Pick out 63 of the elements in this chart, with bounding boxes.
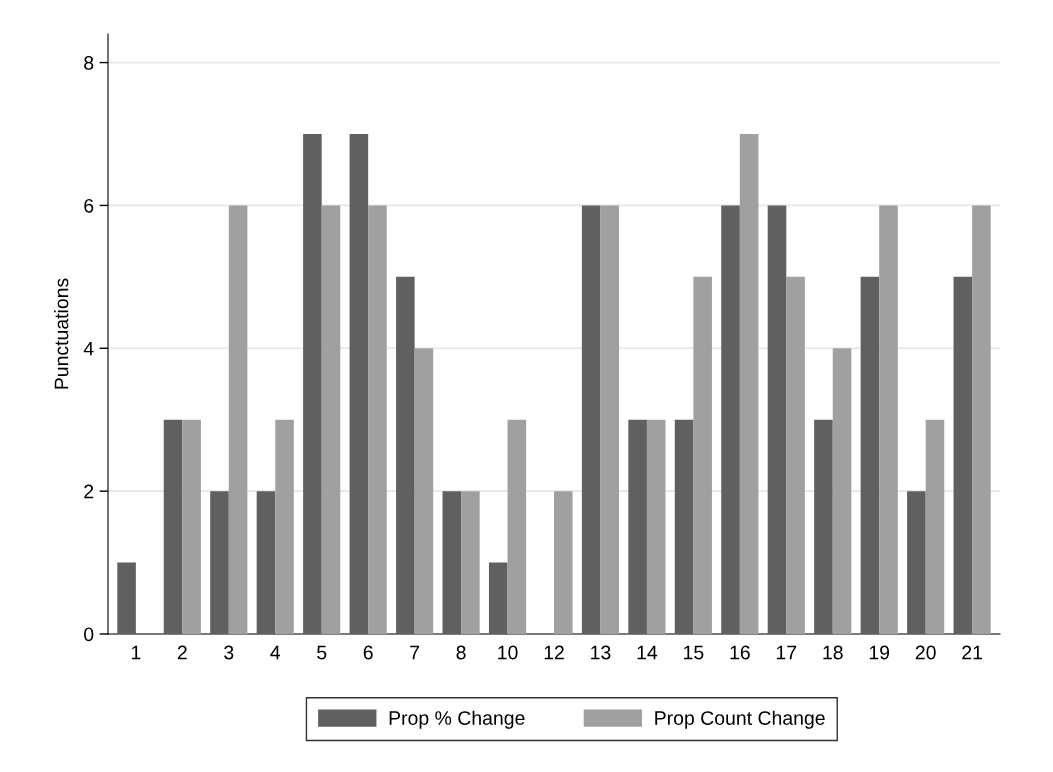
x-tick-label: 14: [637, 645, 658, 660]
bar: [972, 205, 991, 634]
bar: [739, 134, 759, 634]
bar: [256, 491, 276, 634]
bar: [488, 562, 508, 634]
bar: [953, 276, 973, 634]
bar: [814, 419, 833, 634]
bar: [925, 419, 945, 634]
x-tick-label: 1: [131, 645, 141, 660]
bar: [581, 205, 601, 634]
y-tick-label: 0: [84, 627, 94, 642]
x-tick-label: 4: [270, 645, 281, 660]
x-tick-label: 20: [915, 645, 936, 660]
x-tick-label: 18: [823, 645, 843, 660]
y-tick-label: 4: [83, 341, 94, 356]
bar: [693, 276, 712, 634]
bar: [182, 419, 201, 634]
x-tick-label: 12: [544, 645, 564, 660]
y-tick-label: 8: [84, 56, 94, 70]
bar: [321, 205, 341, 634]
bar: [646, 419, 666, 634]
bar: [117, 562, 136, 634]
y-tick-label: 6: [84, 198, 94, 213]
bar: [860, 276, 880, 634]
x-tick-label: 16: [730, 645, 750, 660]
bar: [210, 491, 229, 634]
x-tick-label: 3: [224, 645, 234, 660]
bar: [507, 419, 527, 634]
x-tick-label: 15: [684, 645, 704, 660]
x-tick-label: 7: [410, 645, 420, 660]
bar: [879, 205, 898, 634]
bar: [414, 348, 434, 634]
x-tick-label: 13: [591, 645, 611, 660]
x-tick-label: 2: [177, 645, 187, 660]
bar: [396, 276, 415, 634]
bar: [228, 205, 248, 634]
x-tick-label: 8: [456, 645, 466, 660]
x-tick-label: 10: [498, 645, 518, 660]
bar: [442, 491, 462, 634]
bar: [275, 419, 294, 634]
bar: [368, 205, 387, 634]
bar: [674, 419, 694, 634]
bar: [767, 205, 787, 634]
legend-label: Prop % Change: [389, 710, 525, 729]
bar: [554, 491, 573, 634]
bar: [721, 205, 740, 634]
legend-label: Prop Count Change: [655, 710, 825, 729]
bar: [628, 419, 647, 634]
bar: [600, 205, 620, 634]
bar: [349, 134, 369, 634]
x-tick-label: 5: [317, 645, 327, 660]
bar: [461, 491, 480, 634]
x-tick-label: 6: [363, 645, 373, 660]
bar: [786, 276, 805, 634]
bar: [303, 134, 322, 634]
y-tick-label: 2: [84, 484, 94, 499]
bar: [832, 348, 852, 634]
bar: [907, 491, 926, 634]
x-tick-label: 19: [869, 645, 890, 660]
bar: [163, 419, 183, 634]
x-tick-label: 21: [962, 645, 982, 660]
x-tick-label: 17: [776, 645, 797, 660]
y-axis-title: Punctuations: [54, 278, 69, 389]
